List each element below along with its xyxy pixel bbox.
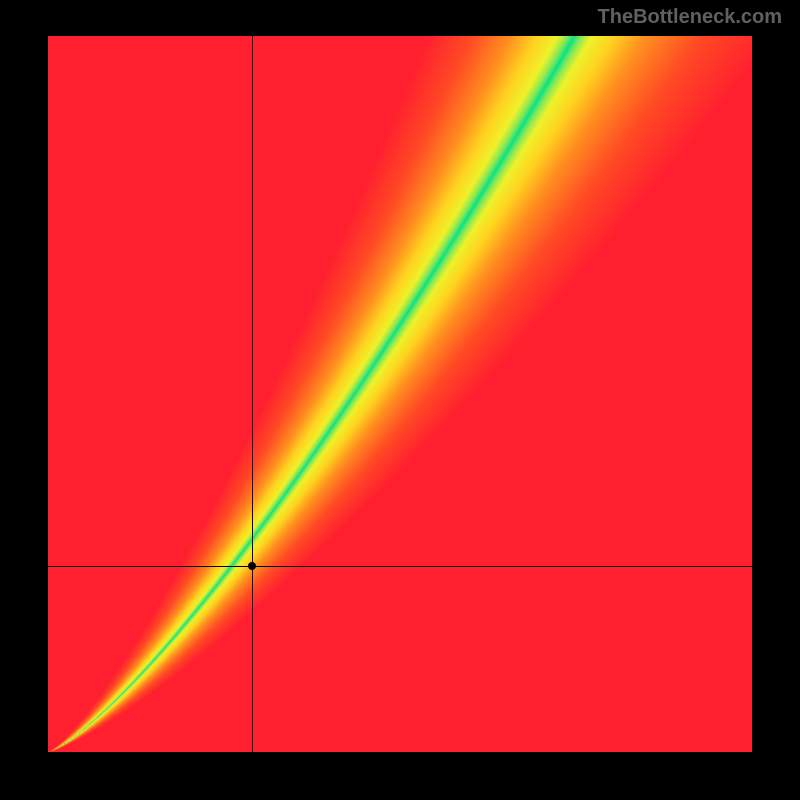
heatmap-canvas	[48, 36, 752, 752]
heatmap-plot	[48, 36, 752, 752]
crosshair-marker-dot	[248, 562, 256, 570]
crosshair-vertical	[252, 36, 253, 752]
crosshair-horizontal	[48, 566, 752, 567]
watermark-text: TheBottleneck.com	[598, 6, 782, 29]
